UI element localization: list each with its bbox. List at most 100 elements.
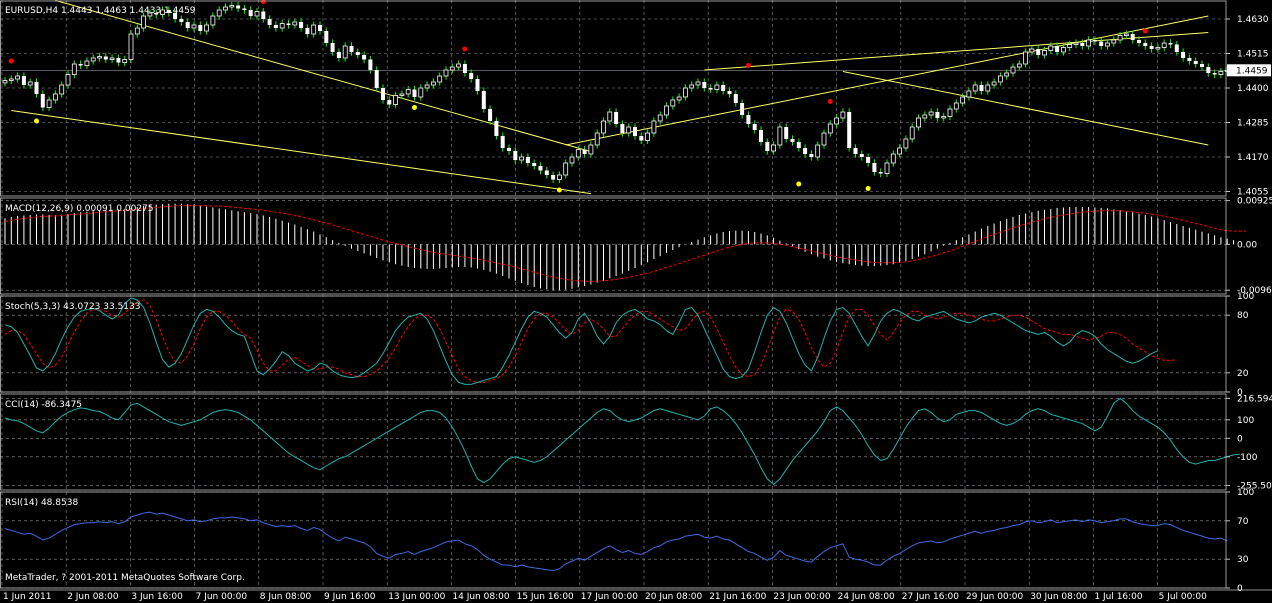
- candle-bull: [897, 147, 902, 155]
- current-price-box: [1227, 64, 1271, 77]
- y-tick-label: 0: [1237, 388, 1243, 398]
- x-tick-label: 29 Jun 00:00: [966, 592, 1023, 602]
- candle-bull: [1111, 39, 1117, 44]
- candle-bear: [752, 124, 757, 130]
- candle-bull: [651, 120, 657, 134]
- current-price-label: 1.4459: [1236, 66, 1268, 76]
- candle-bear: [1143, 43, 1148, 46]
- candle-bull: [8, 78, 14, 81]
- x-tick-label: 9 Jun 16:00: [324, 592, 376, 602]
- x-tick-label: 30 Jun 08:00: [1030, 592, 1087, 602]
- candle-bear: [179, 19, 184, 22]
- candle-bull: [141, 15, 147, 29]
- x-tick-label: 7 Jun 00:00: [196, 592, 248, 602]
- stoch-signal-line: [4, 299, 1177, 383]
- candle-bear: [248, 10, 253, 16]
- candle-bull: [645, 132, 650, 141]
- candle-bull: [147, 12, 153, 17]
- candle-bull: [689, 84, 695, 89]
- stoch-pane-title: Stoch(5,3,3) 43.0723 33.5133: [5, 302, 140, 312]
- candle-bear: [1130, 34, 1135, 40]
- candle-bull: [664, 105, 669, 116]
- candle-bear: [1055, 46, 1060, 52]
- candle-bear: [784, 127, 789, 139]
- y-tick-label: -100: [1237, 453, 1258, 463]
- y-tick-label: -255.5050: [1237, 481, 1272, 491]
- x-tick-label: 23 Jun 00:00: [773, 592, 830, 602]
- x-tick-label: 20 Jun 08:00: [645, 592, 702, 602]
- y-tick-label: 1.4285: [1237, 119, 1269, 129]
- candle-bull: [947, 108, 953, 117]
- candle-bear: [582, 149, 587, 154]
- y-tick-label: 1.4515: [1237, 50, 1269, 60]
- x-tick-label: 5 Jul 00:00: [1159, 592, 1208, 602]
- candle-bear: [116, 58, 121, 63]
- candle-bear: [462, 64, 467, 73]
- candle-bull: [827, 123, 833, 134]
- candle-bull: [1161, 42, 1167, 48]
- y-tick-label: 100: [1237, 292, 1254, 302]
- y-tick-label: 216.5946: [1237, 394, 1272, 404]
- candle-bull: [405, 89, 411, 95]
- cci-line: [4, 397, 1240, 486]
- candle-bear: [702, 82, 707, 88]
- candle-bear: [362, 55, 367, 60]
- y-tick-label: 1.4400: [1237, 84, 1269, 94]
- candle-bull: [160, 9, 165, 15]
- x-axis-labels: 1 Jun 2011 2 Jun 08:00 3 Jun 16:00 7 Jun 00…: [3, 592, 1207, 602]
- candle-bear: [166, 10, 171, 13]
- candle-bear: [1092, 40, 1097, 42]
- macd-pane-title: MACD(12,26,9) 0.00091 0.00275: [5, 204, 154, 214]
- candle-bear: [525, 157, 530, 163]
- candle-bear: [324, 31, 329, 43]
- pane-border: [0, 197, 1227, 295]
- candle-bull: [601, 120, 606, 134]
- candle-bear: [507, 148, 511, 151]
- candle-bull: [922, 114, 928, 119]
- candle-bear: [1168, 43, 1173, 45]
- trend-line: [704, 32, 1209, 71]
- candle-bull: [1155, 47, 1161, 50]
- y-tick-label: 100: [1237, 488, 1254, 498]
- candle-bull: [916, 117, 921, 128]
- cci-pane-title: CCI(14) -86.3475: [5, 400, 82, 410]
- candle-bull: [953, 102, 959, 110]
- candle-bull: [884, 162, 890, 174]
- candle-bull: [109, 57, 115, 60]
- candle-bear: [740, 103, 745, 115]
- x-tick-label: 24 Jun 08:00: [838, 592, 895, 602]
- candle-bear: [765, 142, 770, 151]
- price-pane-title: EURUSD,H4 1.4443 1.4463 1.4433 1.4459: [5, 6, 196, 16]
- candle-bear: [381, 88, 385, 100]
- candle-bull: [229, 5, 235, 8]
- candle-bull: [1105, 42, 1110, 47]
- candle-bear: [318, 25, 322, 31]
- candle-bull: [557, 174, 562, 180]
- candle-bull: [1061, 47, 1066, 53]
- x-tick-label: 8 Jun 08:00: [260, 592, 312, 602]
- candle-bull: [342, 45, 348, 59]
- candle-bull: [1067, 44, 1073, 48]
- candle-bull: [59, 84, 65, 95]
- candle-bull: [430, 81, 436, 86]
- candle-bull: [418, 87, 424, 98]
- y-tick-label: 1.4630: [1237, 15, 1269, 25]
- candle-bear: [475, 79, 480, 91]
- candle-bear: [727, 91, 732, 94]
- candle-bear: [387, 100, 392, 105]
- y-tick-label: -0.00969: [1237, 286, 1272, 296]
- candle-bear: [532, 163, 537, 166]
- candle-bull: [991, 81, 997, 86]
- candle-bull: [210, 15, 216, 26]
- chart-panes[interactable]: [0, 0, 1247, 572]
- candle-bull: [1029, 48, 1035, 53]
- x-tick-label: 13 Jun 00:00: [388, 592, 445, 602]
- candle-bear: [633, 127, 637, 136]
- candle-bear: [614, 112, 619, 124]
- candle-bull: [657, 114, 663, 122]
- candle-bear: [639, 136, 644, 141]
- candle-bear: [1206, 67, 1211, 73]
- candle-bear: [21, 76, 26, 85]
- candle-bull: [985, 84, 991, 92]
